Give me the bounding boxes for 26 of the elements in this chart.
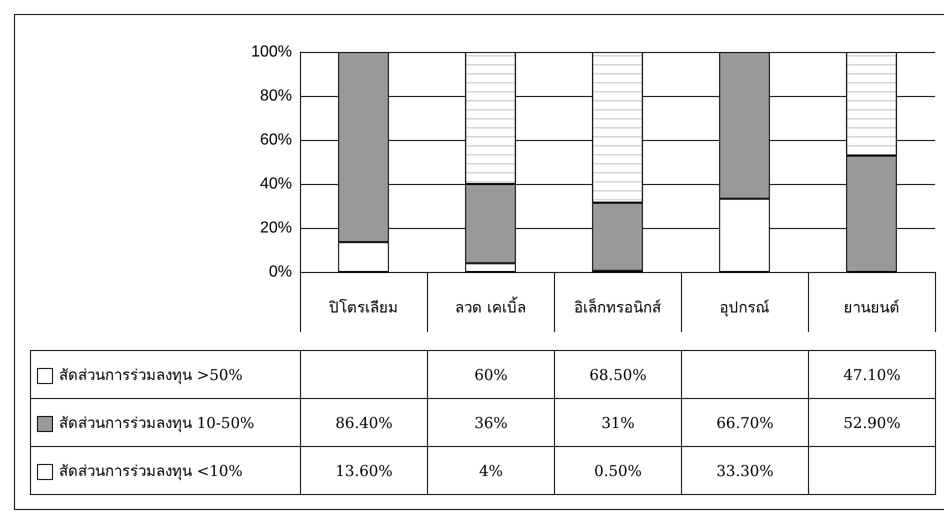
x-tick-label: อิเล็กทรอนิกส์	[574, 298, 661, 316]
y-tick-label: 20%	[260, 220, 292, 236]
legend-label: สัดส่วนการร่วมลงทุน 10-50%	[59, 414, 254, 432]
x-tick-label: ยานยนต์	[844, 298, 900, 316]
data-label: 36%	[428, 398, 554, 446]
y-tick-label: 0%	[268, 264, 292, 280]
data-label: 0.50%	[554, 446, 682, 494]
data-label: 47.10%	[808, 350, 936, 398]
data-label: 31%	[554, 398, 682, 446]
x-tick-label: ปิโตรเลียม	[328, 298, 398, 316]
y-tick-label: 80%	[260, 88, 292, 104]
data-label: 68.50%	[554, 350, 682, 398]
x-tick-label: อุปกรณ์	[720, 298, 770, 318]
data-label: 86.40%	[300, 398, 428, 446]
data-label: 13.60%	[300, 446, 428, 494]
y-tick-label: 100%	[251, 44, 292, 60]
data-label: 52.90%	[808, 398, 936, 446]
legend-label: สัดส่วนการร่วมลงทุน <10%	[59, 462, 243, 480]
data-label: 66.70%	[682, 398, 808, 446]
x-tick-label: ลวด เคเบิ้ล	[455, 296, 526, 316]
legend-label: สัดส่วนการร่วมลงทุน >50%	[59, 366, 243, 384]
data-label: 60%	[428, 350, 554, 398]
y-tick-label: 60%	[260, 132, 292, 148]
data-label: 33.30%	[682, 446, 808, 494]
y-tick-label: 40%	[260, 176, 292, 192]
data-label: 4%	[428, 446, 554, 494]
